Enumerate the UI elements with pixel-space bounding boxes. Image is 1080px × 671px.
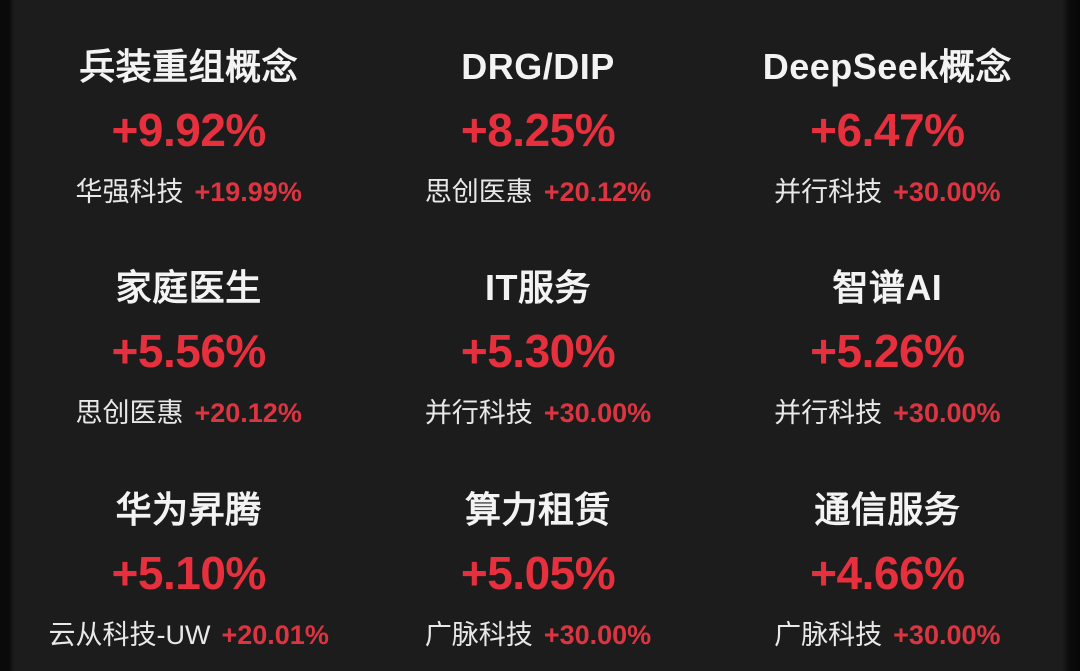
leader-stock-line: 并行科技 +30.00% xyxy=(425,400,651,427)
leader-stock-change: +30.00% xyxy=(893,620,1001,650)
leader-stock-change: +19.99% xyxy=(194,177,302,207)
leader-stock-line: 广脉科技 +30.00% xyxy=(425,622,651,649)
sector-card[interactable]: 通信服务 +4.66% 广脉科技 +30.00% xyxy=(713,443,1062,671)
sector-name: 算力租赁 xyxy=(464,489,611,530)
leader-stock-name: 华强科技 xyxy=(75,177,184,207)
leader-stock-name: 思创医惠 xyxy=(424,177,533,207)
leader-stock-line: 云从科技-UW +20.01% xyxy=(49,622,329,649)
leader-stock-change: +30.00% xyxy=(543,398,652,428)
leader-stock-change: +20.12% xyxy=(194,398,302,428)
leader-stock-name: 广脉科技 xyxy=(774,620,883,650)
left-letterbox-strip xyxy=(0,0,14,671)
sector-gainers-board: 兵装重组概念 +9.92% 华强科技 +19.99% DRG/DIP +8.25… xyxy=(14,0,1062,671)
sector-change-percent: +5.30% xyxy=(460,325,616,377)
sector-card[interactable]: 华为昇腾 +5.10% 云从科技-UW +20.01% xyxy=(14,443,363,671)
sector-name: DeepSeek概念 xyxy=(762,46,1012,87)
leader-stock-name: 思创医惠 xyxy=(75,398,184,428)
leader-stock-line: 并行科技 +30.00% xyxy=(774,400,1000,427)
leader-stock-line: 思创医惠 +20.12% xyxy=(425,179,651,206)
sector-change-percent: +5.05% xyxy=(460,547,616,599)
leader-stock-line: 并行科技 +30.00% xyxy=(774,179,1000,206)
sector-card[interactable]: 家庭医生 +5.56% 思创医惠 +20.12% xyxy=(14,221,363,443)
leader-stock-name: 并行科技 xyxy=(774,177,883,207)
sector-name: 家庭医生 xyxy=(115,267,262,308)
sector-card[interactable]: DRG/DIP +8.25% 思创医惠 +20.12% xyxy=(363,0,712,221)
sector-change-percent: +5.26% xyxy=(810,325,965,377)
sector-card[interactable]: 兵装重组概念 +9.92% 华强科技 +19.99% xyxy=(14,0,363,221)
leader-stock-change: +30.00% xyxy=(543,620,652,650)
sector-change-percent: +4.66% xyxy=(810,547,965,599)
right-letterbox-strip xyxy=(1062,0,1080,671)
sector-change-percent: +5.56% xyxy=(111,325,267,377)
sector-name: DRG/DIP xyxy=(461,46,615,87)
sector-card[interactable]: 算力租赁 +5.05% 广脉科技 +30.00% xyxy=(363,443,712,671)
sector-card[interactable]: DeepSeek概念 +6.47% 并行科技 +30.00% xyxy=(713,0,1062,221)
leader-stock-change: +20.12% xyxy=(543,177,652,207)
sector-name: 智谱AI xyxy=(832,267,943,308)
leader-stock-line: 广脉科技 +30.00% xyxy=(774,622,1000,649)
leader-stock-name: 并行科技 xyxy=(774,398,883,428)
sector-name: IT服务 xyxy=(484,267,591,308)
sector-change-percent: +8.25% xyxy=(460,104,616,156)
sector-name: 兵装重组概念 xyxy=(79,46,299,87)
leader-stock-name: 并行科技 xyxy=(424,398,533,428)
sector-change-percent: +6.47% xyxy=(810,104,965,156)
sector-change-percent: +9.92% xyxy=(111,104,267,156)
leader-stock-change: +20.01% xyxy=(221,620,329,650)
sector-change-percent: +5.10% xyxy=(111,547,267,599)
leader-stock-line: 华强科技 +19.99% xyxy=(75,179,301,206)
leader-stock-change: +30.00% xyxy=(893,398,1001,428)
leader-stock-change: +30.00% xyxy=(893,177,1001,207)
leader-stock-name: 云从科技-UW xyxy=(48,620,211,650)
sector-card[interactable]: 智谱AI +5.26% 并行科技 +30.00% xyxy=(713,221,1062,443)
sector-name: 通信服务 xyxy=(814,489,961,530)
sector-name: 华为昇腾 xyxy=(115,489,262,530)
leader-stock-line: 思创医惠 +20.12% xyxy=(75,400,301,427)
sector-card[interactable]: IT服务 +5.30% 并行科技 +30.00% xyxy=(363,221,712,443)
leader-stock-name: 广脉科技 xyxy=(424,620,533,650)
